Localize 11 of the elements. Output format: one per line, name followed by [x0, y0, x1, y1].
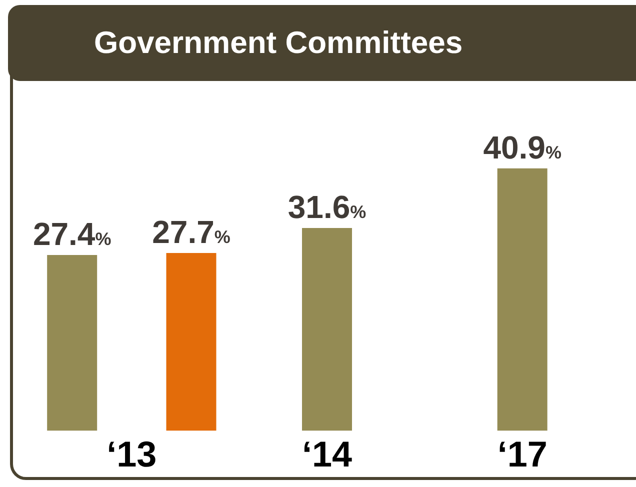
bar — [47, 254, 98, 431]
data-label: 27.7% — [152, 214, 230, 250]
data-label: 31.6% — [288, 189, 366, 225]
x-tick-label: ‘17 — [497, 433, 548, 474]
data-label: 40.9% — [483, 129, 562, 166]
x-tick-label: ‘14 — [302, 433, 352, 474]
chart-title: Government Committees — [8, 5, 636, 81]
bar — [166, 253, 216, 431]
x-tick-label: ‘13 — [106, 433, 157, 474]
data-label: 27.4% — [32, 216, 112, 252]
bar — [497, 168, 548, 431]
